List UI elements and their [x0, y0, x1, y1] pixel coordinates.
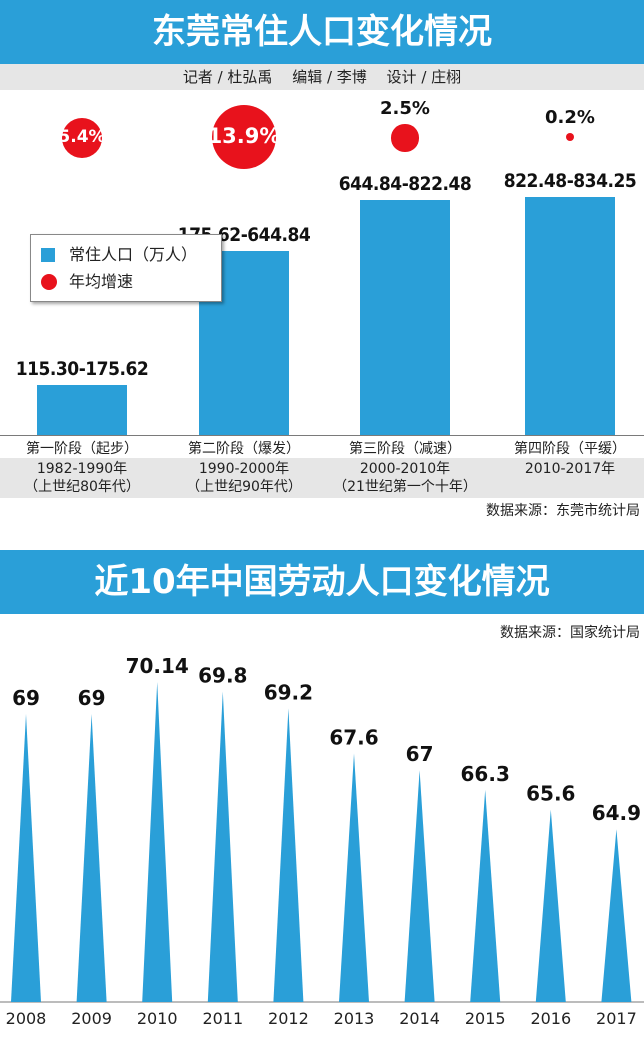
- labor-value-label-2009: 69: [78, 686, 106, 710]
- labor-spike-2017: [601, 829, 632, 1002]
- year-label-2014: 2014: [399, 1009, 440, 1028]
- legend-growth-swatch: [41, 274, 57, 290]
- credits: 记者 / 杜弘禹 编辑 / 李博 设计 / 庄栩: [0, 64, 644, 90]
- growth-dot-4: [566, 133, 574, 141]
- period-label-2: 1990-2000年 （上世纪90年代）: [186, 461, 302, 495]
- year-label-2011: 2011: [202, 1009, 243, 1028]
- legend-population-swatch: [41, 248, 55, 262]
- population-range-label-4: 822.48-834.25: [503, 169, 637, 192]
- growth-label-1: 5.4%: [58, 127, 106, 147]
- year-label-2008: 2008: [6, 1009, 47, 1028]
- growth-dot-3: [391, 124, 419, 152]
- chart1-title: 东莞常住人口变化情况: [0, 0, 644, 64]
- population-bar-4: [525, 196, 615, 435]
- growth-dot-1: [62, 118, 102, 158]
- growth-label-3: 2.5%: [380, 98, 430, 120]
- year-label-2015: 2015: [465, 1009, 506, 1028]
- labor-value-label-2008: 69: [12, 686, 40, 710]
- year-label-2017: 2017: [596, 1009, 637, 1028]
- labor-spike-2014: [404, 770, 435, 1002]
- population-bar-3: [360, 200, 450, 435]
- labor-spike-2008: [11, 714, 41, 1002]
- chart1-baseline: [0, 435, 644, 436]
- labor-value-label-2012: 69.2: [264, 680, 313, 704]
- growth-label-4: 0.2%: [545, 107, 595, 128]
- population-range-label-3: 644.84-822.48: [338, 173, 472, 196]
- labor-value-label-2014: 67: [406, 742, 434, 766]
- growth-label-2: 13.9%: [207, 124, 281, 148]
- period-label-4: 2010-2017年: [524, 461, 616, 477]
- stage-label-4: 第四阶段（平缓）: [514, 441, 626, 457]
- labor-value-label-2011: 69.8: [198, 664, 247, 688]
- stage-label-2: 第二阶段（爆发）: [188, 441, 300, 457]
- legend: 常住人口（万人） 年均增速: [30, 234, 222, 302]
- growth-dot-2: [212, 105, 276, 169]
- labor-spike-2013: [339, 753, 369, 1002]
- labor-spike-2011: [207, 691, 238, 1002]
- legend-population-label: 常住人口（万人）: [69, 245, 198, 264]
- labor-value-label-2016: 65.6: [526, 782, 575, 806]
- labor-spike-2012: [273, 708, 304, 1002]
- stage-label-1: 第一阶段（起步）: [26, 441, 138, 457]
- year-label-2013: 2013: [334, 1009, 375, 1028]
- population-range-label-1: 115.30-175.62: [15, 357, 149, 380]
- chart1-source: 数据来源：东莞市统计局: [486, 503, 640, 519]
- labor-spike-2016: [535, 809, 566, 1002]
- year-label-2010: 2010: [137, 1009, 178, 1028]
- stage-label-3: 第三阶段（减速）: [349, 441, 461, 457]
- labor-spike-2009: [76, 714, 107, 1002]
- labor-spike-2010: [142, 682, 173, 1002]
- labor-spike-2015: [470, 789, 501, 1002]
- chart2-title: 近10年中国劳动人口变化情况: [0, 550, 644, 614]
- period-label-1: 1982-1990年 （上世纪80年代）: [24, 461, 140, 495]
- labor-value-label-2010: 70.14: [126, 654, 189, 678]
- labor-value-label-2017: 64.9: [592, 801, 641, 825]
- period-label-3: 2000-2010年 （21世纪第一个十年）: [333, 461, 477, 495]
- labor-value-label-2013: 67.6: [329, 725, 378, 749]
- year-label-2009: 2009: [71, 1009, 112, 1028]
- labor-value-label-2015: 66.3: [461, 762, 510, 786]
- chart2-source: 数据来源：国家统计局: [500, 625, 640, 641]
- period-band: [0, 458, 644, 498]
- year-label-2012: 2012: [268, 1009, 309, 1028]
- year-label-2016: 2016: [530, 1009, 571, 1028]
- population-bar-1: [37, 384, 127, 435]
- legend-growth-label: 年均增速: [69, 272, 134, 291]
